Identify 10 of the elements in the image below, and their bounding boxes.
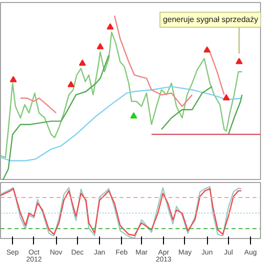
point bbox=[106, 23, 114, 30]
point bbox=[222, 94, 230, 100]
annotation: generuje sygnał sprzedaży bbox=[162, 15, 258, 24]
point bbox=[236, 58, 243, 64]
point bbox=[10, 76, 17, 82]
point bbox=[130, 112, 138, 118]
point bbox=[96, 43, 104, 50]
point bbox=[204, 46, 211, 53]
point bbox=[78, 60, 86, 66]
point bbox=[68, 80, 75, 88]
